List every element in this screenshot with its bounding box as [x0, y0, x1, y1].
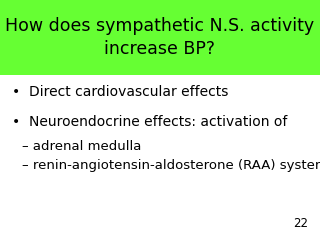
FancyBboxPatch shape	[0, 0, 320, 75]
Text: •  Direct cardiovascular effects: • Direct cardiovascular effects	[12, 85, 228, 99]
Text: – adrenal medulla: – adrenal medulla	[22, 139, 141, 152]
Text: 22: 22	[293, 217, 308, 230]
Text: – renin-angiotensin-aldosterone (RAA) system: – renin-angiotensin-aldosterone (RAA) sy…	[22, 160, 320, 173]
Text: How does sympathetic N.S. activity
increase BP?: How does sympathetic N.S. activity incre…	[5, 17, 315, 58]
Text: •  Neuroendocrine effects: activation of: • Neuroendocrine effects: activation of	[12, 115, 287, 129]
